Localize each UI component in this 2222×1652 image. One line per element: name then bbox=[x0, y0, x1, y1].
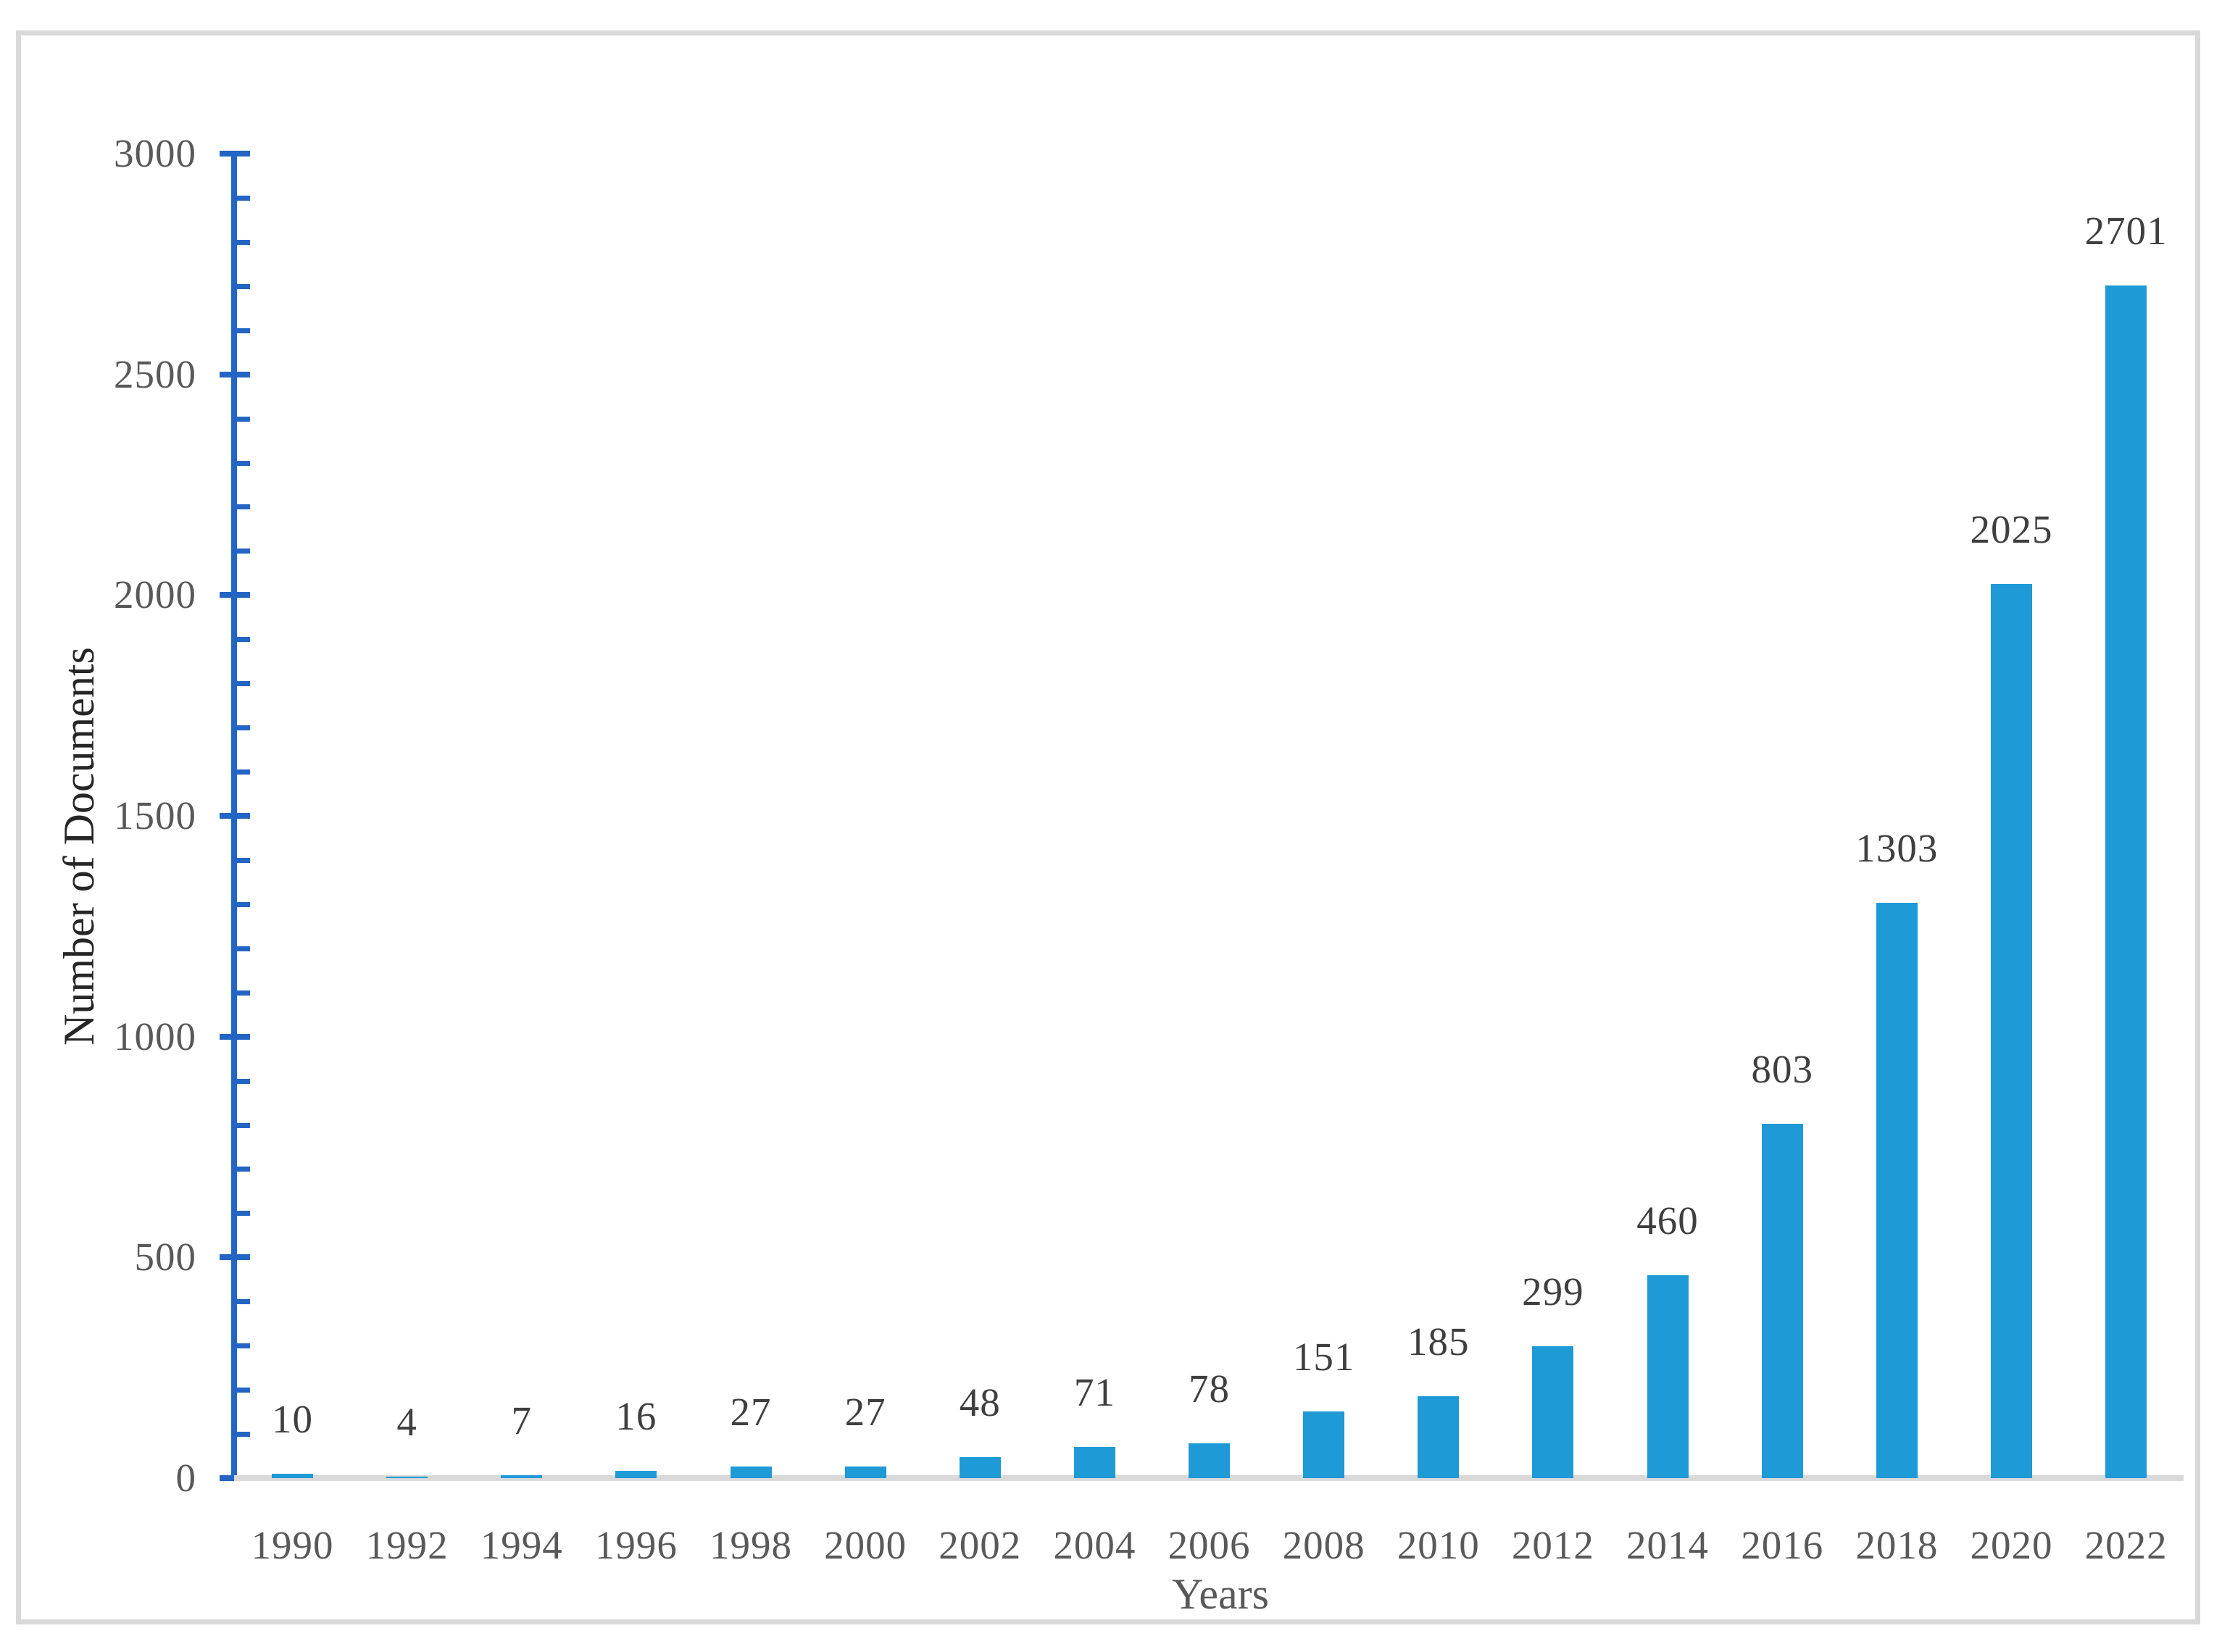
y-minor-tick-2100 bbox=[234, 548, 250, 554]
data-label-2000: 27 bbox=[844, 1390, 886, 1434]
y-minor-tick-900 bbox=[234, 1078, 250, 1084]
data-label-1994: 7 bbox=[511, 1398, 532, 1443]
y-tick-label-1500: 1500 bbox=[114, 793, 196, 838]
data-label-1998: 27 bbox=[730, 1390, 772, 1434]
bar-2006 bbox=[1189, 1443, 1231, 1478]
bar-2002 bbox=[959, 1457, 1001, 1478]
y-major-tick-3000 bbox=[220, 151, 250, 157]
y-tick-label-2000: 2000 bbox=[114, 572, 196, 617]
y-major-tick-500 bbox=[220, 1254, 250, 1261]
y-minor-tick-1700 bbox=[234, 725, 250, 731]
data-label-2016: 803 bbox=[1751, 1047, 1813, 1091]
bar-2018 bbox=[1876, 903, 1918, 1478]
bar-1990 bbox=[272, 1474, 313, 1478]
y-tick-label-0: 0 bbox=[175, 1456, 196, 1500]
data-label-1992: 4 bbox=[396, 1400, 417, 1444]
y-minor-tick-1900 bbox=[234, 637, 250, 643]
y-minor-tick-2400 bbox=[234, 416, 250, 422]
y-minor-tick-2900 bbox=[234, 195, 250, 201]
y-tick-label-500: 500 bbox=[134, 1235, 196, 1280]
y-minor-tick-600 bbox=[234, 1211, 250, 1217]
y-tick-label-2500: 2500 bbox=[114, 351, 196, 396]
bar-2000 bbox=[844, 1467, 886, 1478]
bar-2010 bbox=[1418, 1396, 1460, 1478]
x-tick-label-1996: 1996 bbox=[594, 1523, 678, 1567]
x-tick-label-2000: 2000 bbox=[824, 1523, 907, 1567]
x-tick-label-1990: 1990 bbox=[251, 1523, 334, 1567]
x-tick-label-2002: 2002 bbox=[939, 1523, 1022, 1567]
bar-2008 bbox=[1303, 1411, 1345, 1478]
x-tick-label-1994: 1994 bbox=[480, 1523, 563, 1567]
bar-2004 bbox=[1073, 1447, 1115, 1478]
x-tick-label-2022: 2022 bbox=[2084, 1523, 2168, 1567]
y-minor-tick-2600 bbox=[234, 328, 250, 333]
x-axis-title: Years bbox=[1172, 1570, 1269, 1618]
data-label-2010: 185 bbox=[1407, 1319, 1470, 1364]
bar-1992 bbox=[386, 1477, 428, 1478]
x-tick-label-1992: 1992 bbox=[365, 1523, 449, 1567]
y-major-tick-1000 bbox=[220, 1033, 250, 1040]
data-label-2008: 151 bbox=[1292, 1335, 1355, 1379]
y-minor-tick-2200 bbox=[234, 504, 250, 510]
figure-border: Number of Documents 0 500 1000 1500 2000 2500… bbox=[16, 30, 2200, 1624]
x-tick-label-2014: 2014 bbox=[1626, 1523, 1710, 1567]
bar-1998 bbox=[730, 1467, 772, 1478]
y-axis-title: Number of Documents bbox=[55, 647, 103, 1046]
data-label-2014: 460 bbox=[1636, 1198, 1699, 1243]
bar-2020 bbox=[1990, 584, 2032, 1478]
y-minor-tick-2800 bbox=[234, 239, 250, 245]
y-minor-tick-1600 bbox=[234, 769, 250, 775]
y-minor-tick-200 bbox=[234, 1388, 250, 1393]
y-minor-tick-2300 bbox=[234, 460, 250, 466]
x-tick-label-2008: 2008 bbox=[1282, 1523, 1365, 1567]
y-minor-tick-300 bbox=[234, 1343, 250, 1349]
y-major-tick-2500 bbox=[220, 371, 250, 377]
y-minor-tick-1300 bbox=[234, 901, 250, 907]
x-axis-line bbox=[234, 1475, 2184, 1481]
y-tick-label-3000: 3000 bbox=[114, 131, 196, 175]
y-major-tick-1500 bbox=[220, 813, 250, 819]
y-minor-tick-800 bbox=[234, 1122, 250, 1128]
bar-2014 bbox=[1647, 1275, 1689, 1478]
y-minor-tick-1800 bbox=[234, 681, 250, 687]
data-label-2018: 1303 bbox=[1855, 826, 1939, 870]
x-tick-label-2010: 2010 bbox=[1397, 1523, 1480, 1567]
x-tick-label-2006: 2006 bbox=[1168, 1523, 1251, 1567]
y-minor-tick-2700 bbox=[234, 283, 250, 289]
x-tick-label-2004: 2004 bbox=[1053, 1523, 1136, 1567]
bar-1996 bbox=[615, 1471, 657, 1478]
y-minor-tick-400 bbox=[234, 1299, 250, 1305]
bar-2016 bbox=[1761, 1124, 1803, 1478]
data-label-1990: 10 bbox=[272, 1397, 313, 1441]
x-tick-label-2020: 2020 bbox=[1970, 1523, 2053, 1567]
y-tick-label-1000: 1000 bbox=[114, 1014, 196, 1059]
y-minor-tick-1400 bbox=[234, 857, 250, 863]
y-minor-tick-100 bbox=[234, 1432, 250, 1438]
y-minor-tick-1200 bbox=[234, 946, 250, 951]
y-minor-tick-700 bbox=[234, 1167, 250, 1172]
bar-1994 bbox=[501, 1475, 543, 1478]
data-label-1996: 16 bbox=[615, 1394, 657, 1438]
x-tick-label-2012: 2012 bbox=[1511, 1523, 1594, 1567]
data-label-2020: 2025 bbox=[1970, 507, 2053, 551]
data-label-2004: 71 bbox=[1073, 1370, 1115, 1414]
x-tick-label-2018: 2018 bbox=[1855, 1523, 1939, 1567]
x-tick-label-1998: 1998 bbox=[710, 1523, 793, 1567]
y-major-tick-2000 bbox=[220, 592, 250, 598]
bar-2012 bbox=[1532, 1346, 1574, 1478]
data-label-2012: 299 bbox=[1522, 1269, 1584, 1314]
data-label-2022: 2701 bbox=[2084, 209, 2168, 253]
bar-2022 bbox=[2105, 285, 2147, 1478]
y-minor-tick-1100 bbox=[234, 990, 250, 996]
data-label-2002: 48 bbox=[959, 1380, 1001, 1424]
x-tick-label-2016: 2016 bbox=[1741, 1523, 1824, 1567]
data-label-2006: 78 bbox=[1189, 1367, 1231, 1411]
